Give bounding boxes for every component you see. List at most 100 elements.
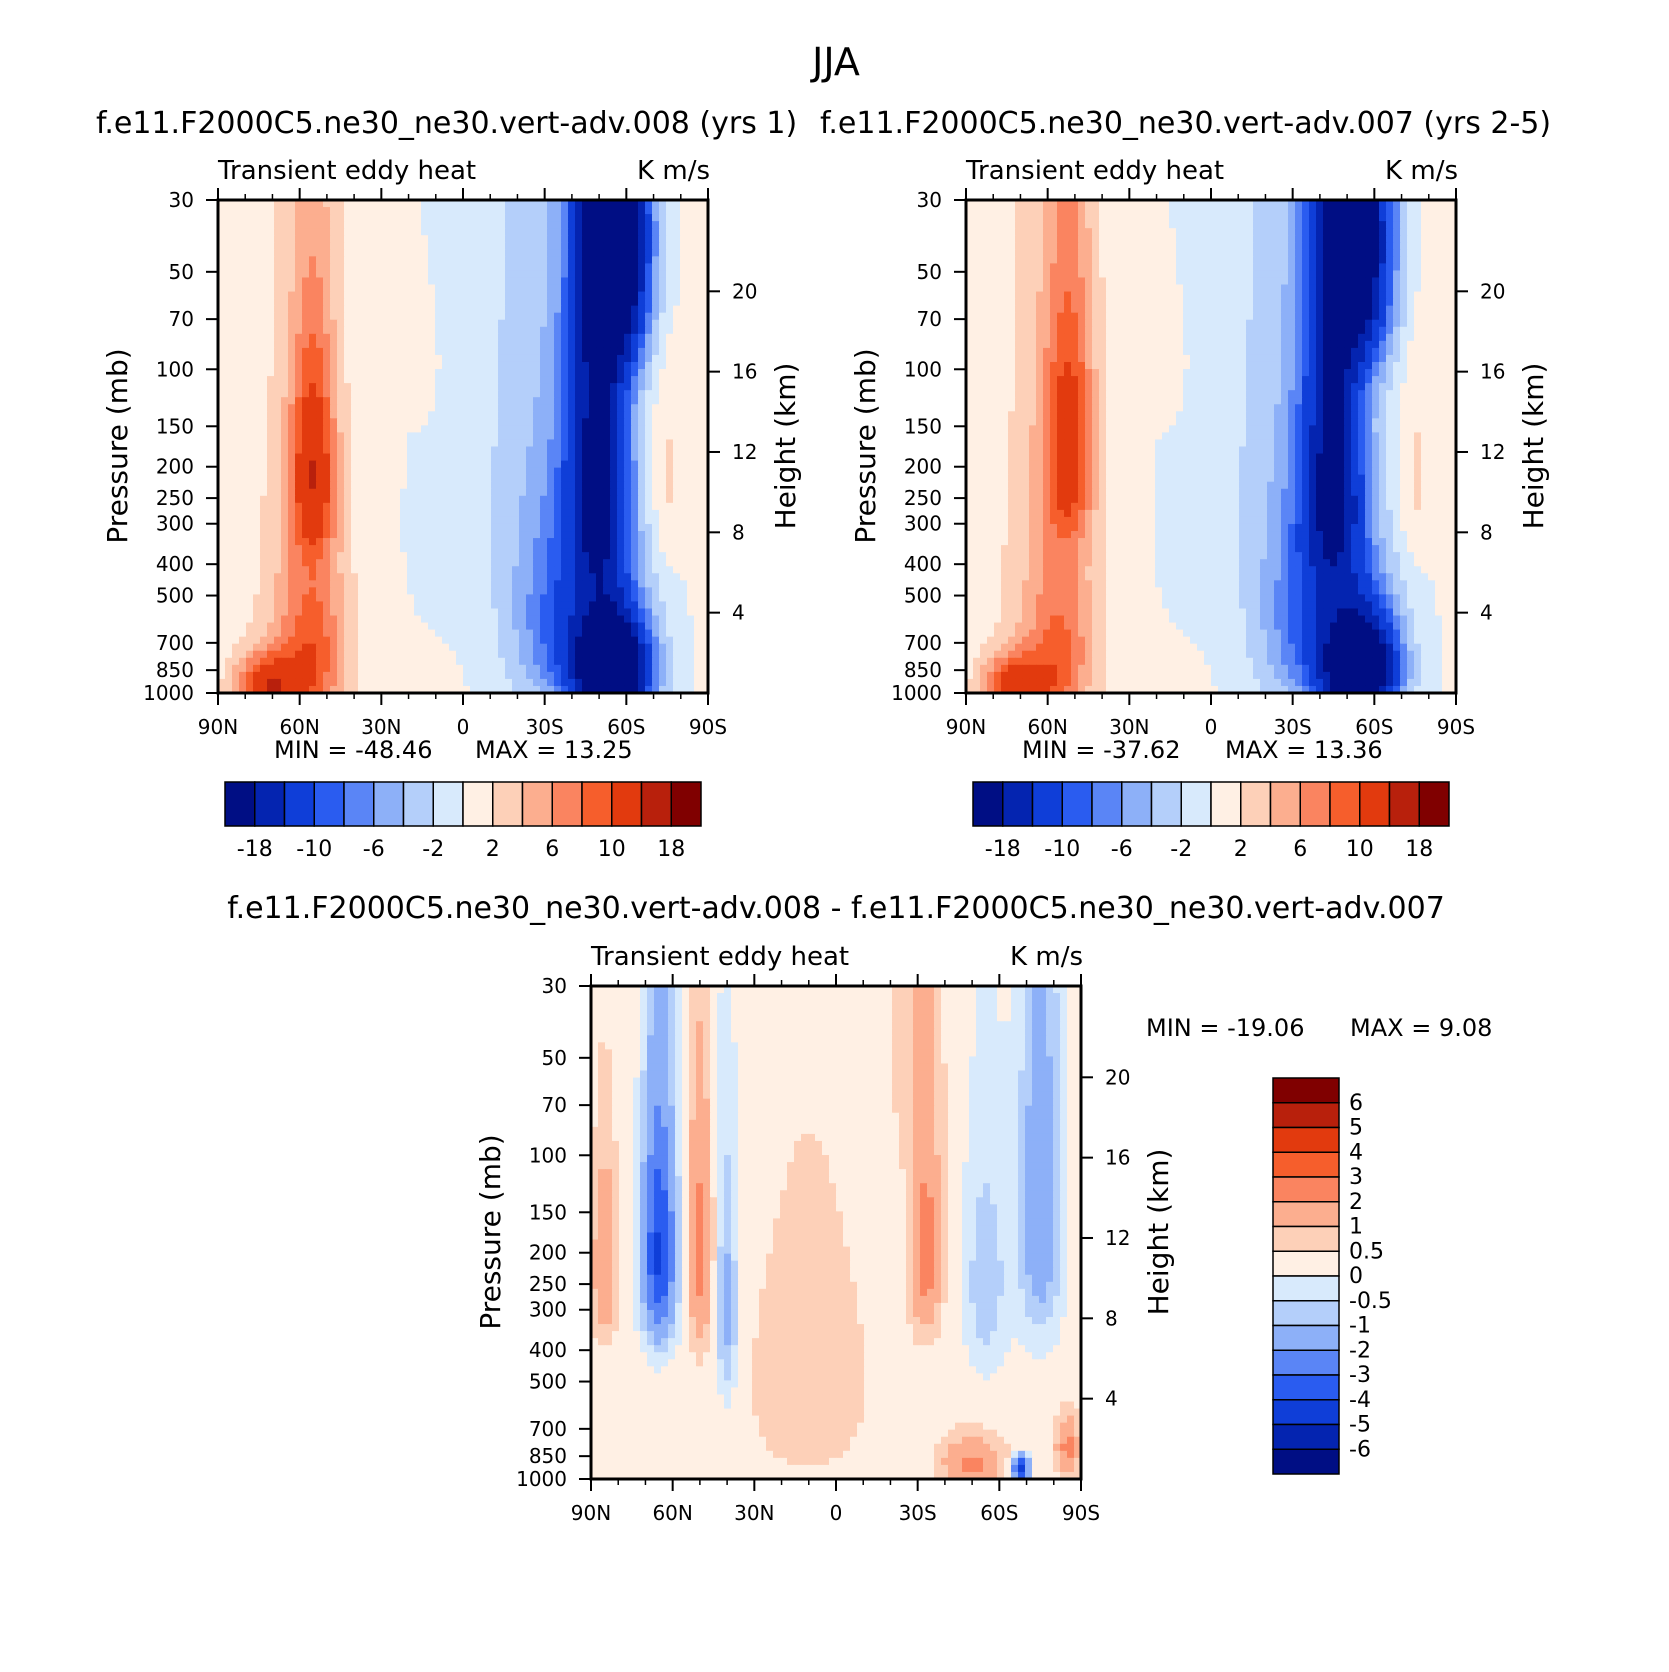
field-cell (372, 474, 380, 483)
field-cell (232, 305, 240, 314)
field-cell (260, 340, 268, 349)
field-cell (218, 354, 226, 363)
field-cell (288, 566, 296, 574)
field-cell (505, 516, 513, 525)
field-cell (568, 474, 576, 483)
field-cell (260, 305, 268, 314)
field-cell (302, 523, 310, 532)
field-cell (512, 390, 520, 398)
field-cell (407, 207, 415, 215)
field-cell (477, 291, 485, 300)
field-cell (470, 453, 478, 462)
field-cell (526, 601, 534, 610)
field-cell (302, 256, 310, 264)
field-cell (512, 383, 520, 391)
field-cell (617, 200, 625, 208)
field-cell (414, 200, 422, 208)
field-cell (365, 664, 373, 673)
field-cell (659, 671, 667, 680)
field-cell (687, 390, 695, 398)
field-cell (267, 439, 275, 448)
field-cell (666, 481, 674, 490)
field-cell (407, 263, 415, 272)
field-cell (701, 235, 709, 243)
field-cell (407, 411, 415, 419)
field-cell (701, 516, 709, 525)
field-cell (680, 573, 688, 581)
field-cell (344, 467, 352, 476)
field-cell (281, 221, 289, 229)
field-cell (470, 622, 478, 631)
field-cell (274, 636, 282, 645)
field-cell (302, 657, 310, 666)
field-cell (526, 460, 534, 469)
field-cell (351, 467, 359, 476)
field-cell (274, 587, 282, 595)
field-cell (274, 432, 282, 441)
field-cell (344, 270, 352, 279)
field-cell (526, 284, 534, 293)
field-cell (449, 235, 457, 243)
field-cell (337, 523, 345, 532)
field-cell (596, 657, 604, 666)
field-cell (344, 235, 352, 243)
field-cell (316, 523, 324, 532)
field-cell (246, 566, 254, 574)
field-cell (316, 200, 324, 208)
field-cell (582, 615, 590, 624)
field-cell (666, 552, 674, 560)
field-cell (232, 552, 240, 560)
field-cell (547, 622, 555, 631)
field-cell (316, 580, 324, 588)
field-cell (449, 291, 457, 300)
field-cell (288, 650, 296, 659)
y-tick-label: 700 (156, 631, 194, 655)
field-cell (582, 256, 590, 264)
field-cell (379, 221, 387, 229)
field-cell (246, 643, 254, 652)
field-cell (659, 622, 667, 631)
field-cell (582, 404, 590, 412)
field-cell (596, 629, 604, 638)
field-cell (218, 601, 226, 610)
field-cell (701, 671, 709, 680)
field-cell (323, 354, 331, 363)
field-cell (246, 228, 254, 236)
field-cell (386, 256, 394, 264)
field-cell (610, 488, 618, 497)
field-cell (288, 390, 296, 398)
field-cell (442, 305, 450, 314)
field-cell (519, 383, 527, 391)
field-cell (232, 545, 240, 553)
field-cell (519, 361, 527, 370)
field-cell (652, 390, 660, 398)
field-cell (652, 432, 660, 441)
field-cell (687, 312, 695, 321)
field-cell (442, 354, 450, 363)
field-cell (666, 277, 674, 286)
field-cell (288, 369, 296, 377)
field-cell (603, 305, 611, 314)
field-cell (645, 467, 653, 476)
field-cell (337, 685, 345, 694)
field-cell (533, 390, 541, 398)
field-cell (603, 263, 611, 272)
field-cell (232, 573, 240, 581)
field-cell (330, 636, 338, 645)
field-cell (274, 242, 282, 250)
field-cell (309, 580, 317, 588)
field-cell (330, 573, 338, 581)
field-cell (442, 235, 450, 243)
field-cell (477, 446, 485, 455)
field-cell (687, 369, 695, 377)
field-cell (477, 376, 485, 384)
field-cell (421, 369, 429, 377)
field-cell (533, 615, 541, 624)
field-cell (218, 326, 226, 335)
field-cell (477, 516, 485, 525)
field-cell (589, 312, 597, 321)
field-cell (253, 305, 261, 314)
field-cell (533, 594, 541, 603)
field-cell (652, 481, 660, 490)
field-cell (624, 552, 632, 560)
